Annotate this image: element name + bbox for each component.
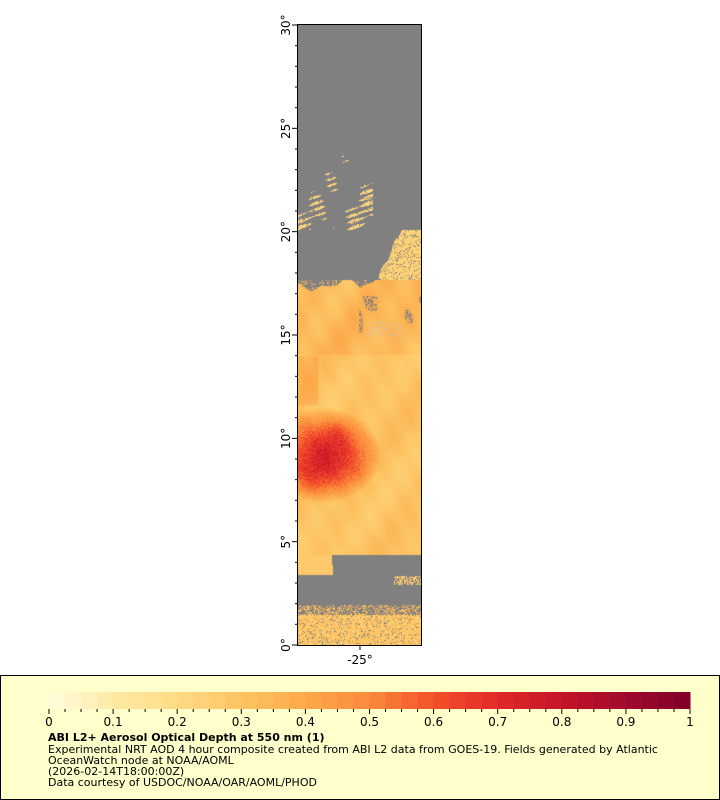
legend-panel: 0 0.1 0.2 0.3 0.4 0.5 0.6 0.7 0.8 0.9 1 ABI L2+ Ae…: [0, 675, 720, 800]
colorbar-segment: [673, 692, 691, 709]
colorbar-segment: [145, 692, 162, 709]
legend-credit: Data courtesy of USDOC/NOAA/OAR/AOML/PHO…: [48, 776, 317, 789]
colorbar-segment: [417, 692, 435, 709]
colorbar-tick-label: 0.8: [552, 715, 571, 729]
colorbar-segment: [625, 692, 643, 709]
colorbar-segment: [369, 692, 387, 709]
colorbar-segment: [209, 692, 226, 709]
colorbar-segment: [545, 692, 563, 709]
legend-description: Experimental NRT AOD 4 hour composite cr…: [48, 743, 658, 756]
colorbar-segment: [385, 692, 403, 709]
colorbar-segment: [257, 692, 274, 709]
colorbar-segment: [241, 692, 258, 709]
colorbar-segment: [225, 692, 242, 709]
colorbar-segment: [193, 692, 210, 709]
colorbar-segment: [113, 692, 130, 709]
colorbar-segment: [97, 692, 114, 709]
colorbar-segment: [641, 692, 659, 709]
y-tick-label: 20°: [279, 221, 293, 242]
colorbar-segment: [321, 692, 338, 709]
colorbar-segment: [337, 692, 354, 709]
colorbar: 0 0.1 0.2 0.3 0.4 0.5 0.6 0.7 0.8 0.9 1: [45, 692, 694, 729]
colorbar-segment: [481, 692, 499, 709]
y-tick-label: 5°: [279, 535, 293, 549]
colorbar-tick-label: 0.4: [296, 715, 315, 729]
colorbar-tick-label: 1: [686, 715, 694, 729]
colorbar-segment: [289, 692, 306, 709]
y-tick-label: 0°: [279, 638, 293, 652]
map-frame: [297, 24, 422, 646]
colorbar-segment: [593, 692, 611, 709]
colorbar-segment: [513, 692, 531, 709]
y-tick-label: 10°: [279, 428, 293, 449]
colorbar-segment: [577, 692, 595, 709]
colorbar-segment: [305, 692, 322, 709]
colorbar-tick-label: 0.9: [616, 715, 635, 729]
aod-map-image: [298, 25, 421, 645]
colorbar-tick-label: 0: [45, 715, 53, 729]
map-axes: 0° 5° 10° 15° 20° 25° 30° -25°: [279, 14, 422, 667]
colorbar-segment: [561, 692, 579, 709]
colorbar-tick-label: 0.1: [104, 715, 123, 729]
colorbar-segment: [129, 692, 146, 709]
colorbar-tick-label: 0.3: [232, 715, 251, 729]
colorbar-segment: [353, 692, 370, 709]
colorbar-tick-label: 0.2: [168, 715, 187, 729]
colorbar-segment: [81, 692, 98, 709]
legend-time: (2026-02-14T18:00:00Z): [48, 765, 185, 778]
colorbar-tick-label: 0.7: [488, 715, 507, 729]
colorbar-segment: [497, 692, 515, 709]
colorbar-segment: [449, 692, 467, 709]
colorbar-tick-label: 0.5: [360, 715, 379, 729]
colorbar-segment: [161, 692, 178, 709]
colorbar-segment: [65, 692, 82, 709]
colorbar-segment: [529, 692, 547, 709]
colorbar-segment: [657, 692, 675, 709]
x-tick-label: -25°: [347, 653, 373, 667]
colorbar-segment: [273, 692, 290, 709]
colorbar-tick-label: 0.6: [424, 715, 443, 729]
colorbar-segment: [177, 692, 194, 709]
colorbar-segment: [465, 692, 483, 709]
legend-title: ABI L2+ Aerosol Optical Depth at 550 nm …: [48, 731, 325, 744]
colorbar-segment: [433, 692, 451, 709]
y-tick-label: 30°: [279, 14, 293, 35]
legend-description-cont: OceanWatch node at NOAA/AOML: [48, 754, 234, 767]
y-tick-label: 15°: [279, 324, 293, 345]
colorbar-segment: [49, 692, 66, 709]
colorbar-segment: [401, 692, 419, 709]
y-tick-label: 25°: [279, 118, 293, 139]
colorbar-segment: [609, 692, 627, 709]
